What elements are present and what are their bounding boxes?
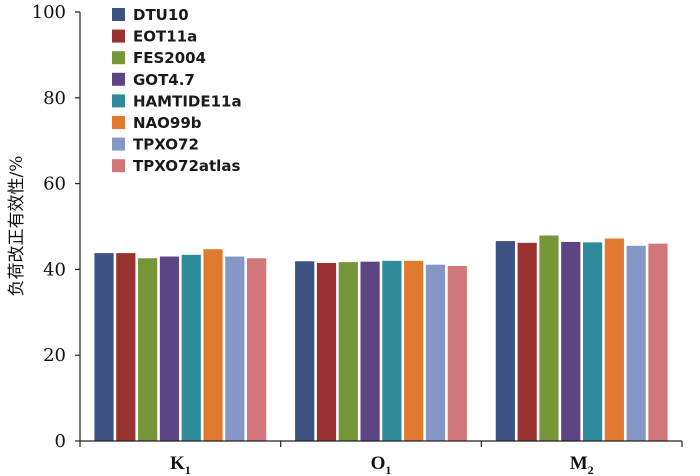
y-tick-label: 20 bbox=[43, 345, 66, 366]
y-tick-label: 40 bbox=[43, 259, 66, 280]
legend-label: TPXO72 bbox=[133, 136, 199, 154]
y-axis: 0 20 40 60 80 100 bbox=[32, 2, 81, 452]
bar bbox=[295, 261, 315, 441]
y-tick-label: 80 bbox=[43, 88, 66, 109]
bar bbox=[604, 238, 624, 441]
bar bbox=[495, 241, 515, 441]
bar bbox=[382, 260, 402, 441]
bar bbox=[316, 262, 337, 441]
bar bbox=[247, 258, 267, 441]
y-axis-label: 负荷改正有效性/% bbox=[7, 156, 27, 297]
y-tick-label: 100 bbox=[32, 2, 66, 23]
bar bbox=[539, 235, 559, 441]
bar bbox=[94, 253, 114, 441]
y-tick-label: 0 bbox=[55, 431, 66, 452]
legend-swatch bbox=[112, 29, 125, 43]
bar bbox=[225, 256, 245, 441]
legend-label: DTU10 bbox=[133, 6, 189, 24]
legend-label: NAO99b bbox=[133, 114, 202, 132]
legend-swatch bbox=[112, 72, 125, 86]
x-axis: K1 O1 M2 bbox=[79, 440, 683, 476]
bar bbox=[138, 258, 158, 441]
legend-label: GOT4.7 bbox=[133, 71, 195, 89]
bar bbox=[116, 253, 136, 441]
bar bbox=[360, 261, 380, 441]
legend-label: TPXO72atlas bbox=[133, 157, 240, 175]
bar bbox=[626, 245, 646, 441]
bar bbox=[404, 260, 424, 441]
bar bbox=[648, 243, 668, 441]
bar bbox=[561, 241, 581, 441]
x-tick-label: K1 bbox=[170, 453, 191, 476]
legend: DTU10 EOT11a FES2004 GOT4.7 HAMTIDE11a NAO99b… bbox=[112, 6, 242, 175]
bar bbox=[447, 265, 467, 441]
bar bbox=[203, 249, 223, 441]
legend-label: FES2004 bbox=[133, 49, 206, 67]
legend-swatch bbox=[112, 159, 125, 173]
legend-swatch bbox=[112, 94, 125, 108]
bar bbox=[181, 254, 201, 441]
legend-label: HAMTIDE11a bbox=[133, 92, 242, 110]
y-tick-label: 60 bbox=[43, 174, 66, 195]
legend-label: EOT11a bbox=[133, 28, 197, 46]
bar bbox=[517, 242, 537, 441]
bar bbox=[582, 242, 603, 441]
legend-swatch bbox=[112, 51, 125, 65]
legend-swatch bbox=[112, 137, 125, 151]
legend-swatch bbox=[112, 8, 125, 21]
bars bbox=[94, 235, 668, 441]
bar bbox=[159, 256, 180, 441]
x-tick-label: O1 bbox=[371, 453, 392, 476]
bar bbox=[338, 262, 358, 441]
legend-swatch bbox=[112, 116, 125, 129]
bar bbox=[425, 264, 446, 441]
x-tick-label: M2 bbox=[570, 453, 594, 476]
